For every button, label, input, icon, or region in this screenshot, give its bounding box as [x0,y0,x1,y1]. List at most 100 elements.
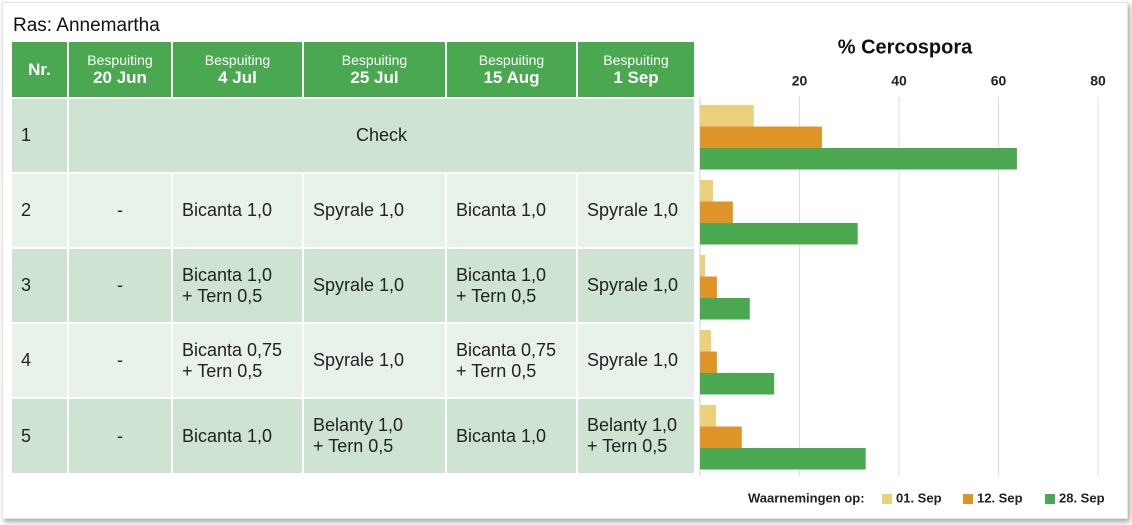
cell-text: + Tern 0,5 [456,360,537,381]
cell-text: Check [355,125,408,145]
cell-text: - [117,350,123,370]
table-cell: Spyrale 1,0 [304,174,445,247]
cell-text: Spyrale 1,0 [313,200,405,220]
table-cell: Bicanta 1,0 [447,399,576,473]
x-tick-label: 20 [792,73,808,89]
cell-text: + Tern 0,5 [313,436,394,456]
cell-text: 3 [21,275,32,295]
legend-title: Waarnemingen op: [748,490,865,505]
header-cell: Bespuiting 1 Sep [578,42,694,97]
header-text: 25 Jul [350,67,399,87]
header-text: 4 Jul [218,67,257,87]
table-cell: - [69,399,171,473]
bar [700,351,717,373]
cell-text: + Tern 0,5 [587,436,668,456]
cell-text: 2 [21,200,32,220]
header-cell: Nr. [12,42,67,97]
cell-text: Bicanta 1,0 [456,264,547,285]
cell-text: - [117,275,123,295]
cell-text: 1 [21,125,32,145]
legend-swatch [963,494,973,504]
table-cell: 2 [12,174,67,247]
bar [700,298,750,320]
bar [700,223,858,245]
cell-text: Belanty 1,0 [313,415,404,435]
table-cell: Bicanta 1,0 + Tern 0,5 [447,249,576,322]
table-cell: Bicanta 1,0 [173,399,302,473]
cell-text: Spyrale 1,0 [313,350,405,370]
legend-label: 12. Sep [977,490,1023,505]
table-cell: Bicanta 0,75 + Tern 0,5 [447,324,576,397]
table-cell: - [69,174,171,247]
bar [700,330,711,352]
header-text: Bespuiting [87,51,153,68]
cell-text: Bicanta 1,0 [456,425,547,446]
header-cell: Bespuiting 25 Jul [304,42,445,97]
table-cell: Spyrale 1,0 [304,324,445,397]
chart-title: % Cercospora [838,36,973,58]
bar [700,126,822,148]
cell-text: Bicanta 1,0 [182,425,273,446]
table-cell: Spyrale 1,0 [304,249,445,322]
cell-text: 5 [21,425,32,446]
cell-text: Spyrale 1,0 [587,275,679,295]
bar [700,201,733,223]
bar [700,148,1017,170]
table-cell: Bicanta 1,0 [173,174,302,247]
table-cell: Bicanta 1,0 + Tern 0,5 [173,249,302,322]
table-cell: Spyrale 1,0 [578,174,694,247]
table-cell: 3 [12,249,67,322]
bar [700,405,716,427]
bar [700,276,717,298]
cell-text: Bicanta 0,75 [456,339,557,360]
header-text: Nr. [28,59,51,79]
cell-text: Spyrale 1,0 [313,275,405,295]
table-cell: 4 [12,324,67,397]
header-text: 20 Jun [93,67,147,87]
bar [700,255,705,277]
cell-text: - [117,200,123,220]
cell-text: - [117,425,123,446]
table-cell: 1 [12,99,67,172]
bar [700,448,866,470]
cell-text: Bicanta 1,0 [182,264,273,285]
table-cell: Spyrale 1,0 [578,324,694,397]
table-cell: Bicanta 1,0 [447,174,576,247]
bar [700,426,742,448]
table-cell: - [69,249,171,322]
cell-text: Bicanta 0,75 [182,339,283,360]
page-title: Ras: Annemartha [13,15,160,36]
header-text: Bespuiting [341,51,408,68]
table-cell: - [69,324,171,397]
bar [700,180,713,202]
cell-text: + Tern 0,5 [182,360,263,381]
cell-text: + Tern 0,5 [456,285,537,306]
header-cell: Bespuiting 20 Jun [69,42,171,97]
cell-text: Spyrale 1,0 [587,200,679,220]
table-cell: Spyrale 1,0 [578,249,694,322]
table-cell: Belanty 1,0 + Tern 0,5 [578,399,694,473]
legend-label: 28. Sep [1059,490,1105,505]
cell-text: Spyrale 1,0 [587,350,679,370]
legend-swatch [1045,494,1055,504]
card: Ras: Annemartha Nr. Bespuiting 20 Jun Bespu… [2,2,1128,519]
table-cell: Bicanta 0,75 + Tern 0,5 [173,324,302,397]
header-text: 1 Sep [613,67,659,87]
table-cell: Belanty 1,0 + Tern 0,5 [304,399,445,473]
header-cell: Bespuiting 4 Jul [173,42,302,97]
header-text: Bespuiting [204,51,271,68]
x-tick-label: 80 [1090,73,1106,89]
cell-text: 4 [21,350,32,370]
header-text: 15 Aug [483,67,540,87]
header-text: Bespuiting [603,51,669,68]
header-text: Bespuiting [478,51,545,68]
cell-text: + Tern 0,5 [182,285,263,306]
cell-text: Belanty 1,0 [587,415,678,435]
x-tick-label: 60 [991,73,1007,89]
header-cell: Bespuiting 15 Aug [447,42,576,97]
bar [700,105,754,127]
legend-label: 01. Sep [896,490,942,505]
table-cell: 5 [12,399,67,473]
cell-text: Bicanta 1,0 [456,200,547,220]
